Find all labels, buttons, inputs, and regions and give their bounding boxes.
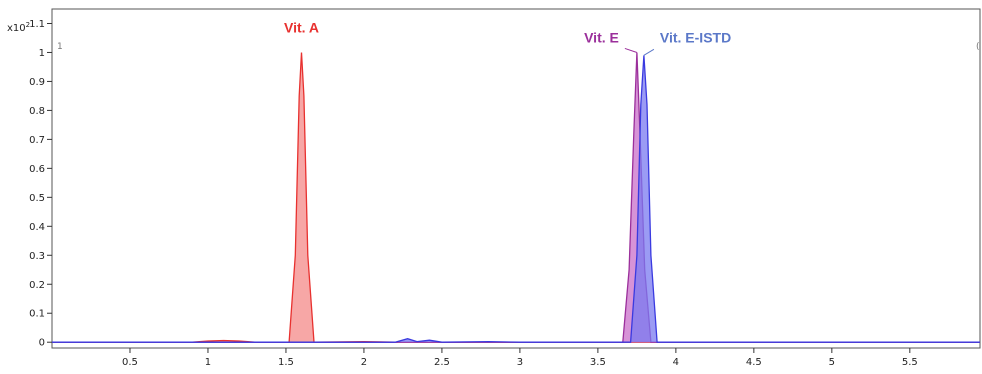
x-tick-label-5: 3 — [517, 357, 523, 368]
y-multiplier-label: x102 — [7, 21, 30, 34]
series-layer — [52, 52, 980, 343]
x-tick-label-0: 0.5 — [122, 357, 138, 368]
corner-mark-left: 1 — [57, 42, 63, 52]
plot-frame — [51, 8, 981, 349]
y-tick-label-5: 0.5 — [29, 193, 45, 204]
y-tick-label-4: 0.4 — [29, 222, 45, 233]
y-tick-label-2: 0.2 — [29, 280, 45, 291]
y-tick-label-0: 0 — [39, 338, 45, 349]
x-tick-label-4: 2.5 — [434, 357, 450, 368]
leader-vit-e-istd — [643, 48, 655, 56]
y-tick-label-3: 0.3 — [29, 251, 45, 262]
peak-label-vit-a: Vit. A — [284, 19, 319, 35]
y-tick-label-8: 0.8 — [29, 106, 45, 117]
peak-label-vit-e: Vit. E — [584, 29, 619, 45]
peak-label-vit-e-istd: Vit. E-ISTD — [660, 29, 731, 45]
corner-mark-right: ( — [976, 42, 980, 52]
y-tick-label-11: 1.1 — [29, 19, 45, 30]
x-tick-label-9: 5 — [829, 357, 835, 368]
x-tick-label-2: 1.5 — [278, 357, 294, 368]
x-tick-label-6: 3.5 — [590, 357, 606, 368]
axis-layer: 0 0.1 0.2 0.3 0.4 0.5 0.6 0.7 0.8 0.9 1 1.1 0.5 1 1.5 2… — [29, 19, 918, 368]
x-tick-label-8: 4.5 — [746, 357, 762, 368]
y-tick-label-7: 0.7 — [29, 135, 45, 146]
x-tick-label-10: 5.5 — [902, 357, 918, 368]
y-tick-label-9: 0.9 — [29, 77, 45, 88]
y-tick-label-6: 0.6 — [29, 164, 45, 175]
y-tick-label-1: 0.1 — [29, 309, 45, 320]
x-tick-label-7: 4 — [673, 357, 679, 368]
label-layer: Vit. A Vit. E Vit. E-ISTD — [284, 19, 731, 56]
leader-vit-e — [624, 47, 638, 53]
x-tick-label-3: 2 — [361, 357, 367, 368]
series-line-2 — [52, 55, 980, 343]
x-tick-label-1: 1 — [205, 357, 211, 368]
y-tick-label-10: 1 — [39, 48, 45, 59]
